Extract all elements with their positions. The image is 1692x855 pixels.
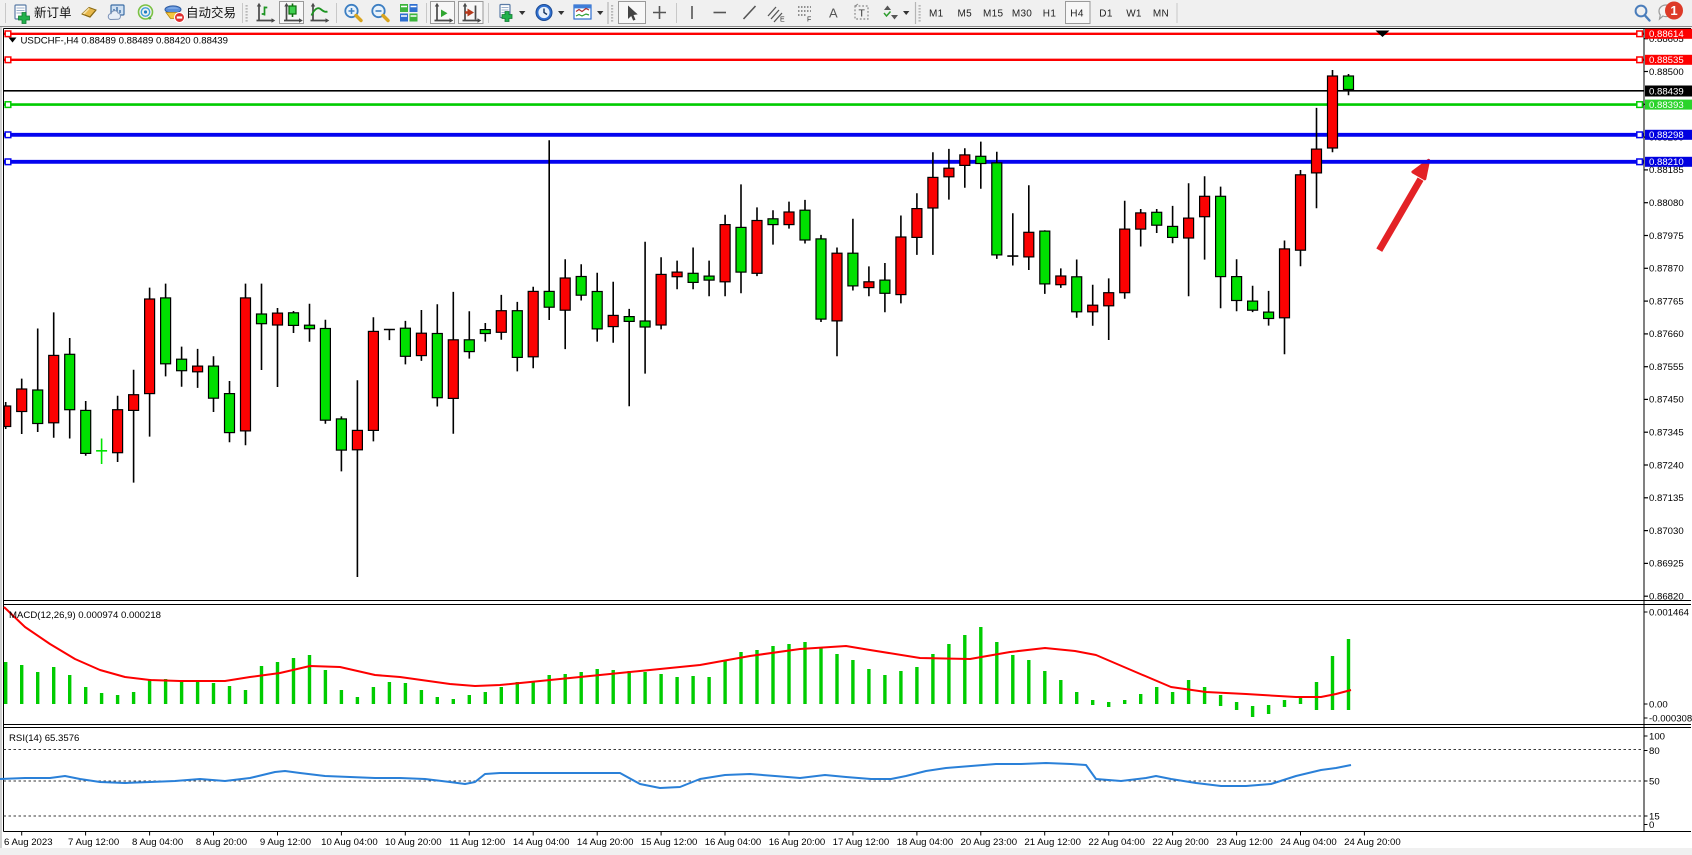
svg-text:MN: MN	[1153, 9, 1169, 20]
svg-text:18 Aug 04:00: 18 Aug 04:00	[897, 837, 954, 848]
svg-text:22 Aug 04:00: 22 Aug 04:00	[1088, 837, 1145, 848]
svg-text:23 Aug 12:00: 23 Aug 12:00	[1216, 837, 1273, 848]
svg-text:0.88535: 0.88535	[1649, 55, 1684, 66]
svg-text:0.88614: 0.88614	[1649, 29, 1684, 40]
svg-text:14 Aug 04:00: 14 Aug 04:00	[513, 837, 570, 848]
svg-text:7 Aug 12:00: 7 Aug 12:00	[68, 837, 119, 848]
svg-text:0.88080: 0.88080	[1649, 198, 1684, 209]
svg-text:15 Aug 12:00: 15 Aug 12:00	[641, 837, 698, 848]
svg-text:15: 15	[1649, 811, 1660, 822]
svg-text:D1: D1	[1099, 9, 1113, 20]
svg-text:0.88393: 0.88393	[1649, 100, 1684, 111]
svg-text:0.88185: 0.88185	[1649, 165, 1684, 176]
svg-text:0.86820: 0.86820	[1649, 592, 1684, 603]
svg-text:A: A	[829, 6, 838, 21]
svg-text:9 Aug 12:00: 9 Aug 12:00	[260, 837, 311, 848]
svg-text:MACD(12,26,9) 0.000974 0.00021: MACD(12,26,9) 0.000974 0.000218	[9, 610, 161, 621]
svg-text:10 Aug 04:00: 10 Aug 04:00	[321, 837, 378, 848]
svg-text:M1: M1	[929, 9, 944, 20]
svg-text:0.88500: 0.88500	[1649, 67, 1684, 78]
svg-text:20 Aug 23:00: 20 Aug 23:00	[961, 837, 1018, 848]
svg-text:21 Aug 12:00: 21 Aug 12:00	[1024, 837, 1081, 848]
svg-text:H4: H4	[1070, 9, 1084, 20]
svg-text:0.88298: 0.88298	[1649, 130, 1684, 141]
svg-text:0.87135: 0.87135	[1649, 493, 1684, 504]
svg-text:0.87975: 0.87975	[1649, 231, 1684, 242]
svg-text:0.87660: 0.87660	[1649, 329, 1684, 340]
svg-text:24 Aug 20:00: 24 Aug 20:00	[1344, 837, 1401, 848]
svg-text:RSI(14) 65.3576: RSI(14) 65.3576	[9, 733, 79, 744]
svg-text:0.001464: 0.001464	[1649, 607, 1690, 618]
svg-text:0: 0	[1649, 820, 1654, 831]
svg-text:T: T	[859, 8, 866, 20]
svg-text:W1: W1	[1126, 9, 1142, 20]
svg-text:1: 1	[1670, 3, 1677, 18]
svg-text:0.87555: 0.87555	[1649, 362, 1684, 373]
svg-text:17 Aug 12:00: 17 Aug 12:00	[833, 837, 890, 848]
svg-text:6 Aug 2023: 6 Aug 2023	[4, 837, 53, 848]
svg-text:10 Aug 20:00: 10 Aug 20:00	[385, 837, 442, 848]
svg-text:M30: M30	[1012, 9, 1032, 20]
svg-text:E: E	[780, 17, 785, 24]
svg-text:100: 100	[1649, 731, 1665, 742]
svg-text:0.86925: 0.86925	[1649, 559, 1684, 570]
svg-text:16 Aug 20:00: 16 Aug 20:00	[769, 837, 826, 848]
svg-text:24 Aug 04:00: 24 Aug 04:00	[1280, 837, 1337, 848]
svg-text:0.00: 0.00	[1649, 699, 1668, 710]
svg-text:0.87240: 0.87240	[1649, 460, 1684, 471]
svg-text:0.88605: 0.88605	[1649, 34, 1684, 45]
svg-text:-0.000308: -0.000308	[1649, 713, 1692, 724]
svg-text:USDCHF-,H4 0.88489 0.88489 0.: USDCHF-,H4 0.88489 0.88489 0.88420 0.884…	[21, 36, 228, 47]
svg-text:11 Aug 12:00: 11 Aug 12:00	[449, 837, 505, 848]
svg-text:新订单: 新订单	[34, 5, 72, 20]
svg-text:H1: H1	[1043, 9, 1057, 20]
svg-text:16 Aug 04:00: 16 Aug 04:00	[705, 837, 762, 848]
svg-text:0.87345: 0.87345	[1649, 428, 1684, 439]
svg-text:M15: M15	[983, 9, 1003, 20]
svg-text:22 Aug 20:00: 22 Aug 20:00	[1152, 837, 1209, 848]
svg-text:自动交易: 自动交易	[186, 5, 236, 20]
svg-text:0.87450: 0.87450	[1649, 395, 1684, 406]
svg-text:0.88210: 0.88210	[1649, 157, 1684, 168]
svg-text:0.87030: 0.87030	[1649, 526, 1684, 537]
svg-text:0.87765: 0.87765	[1649, 296, 1684, 307]
svg-text:M5: M5	[958, 9, 973, 20]
svg-text:80: 80	[1649, 746, 1660, 757]
svg-text:0.87870: 0.87870	[1649, 264, 1684, 275]
svg-text:50: 50	[1649, 776, 1660, 787]
svg-text:0.88439: 0.88439	[1649, 86, 1684, 97]
svg-text:14 Aug 20:00: 14 Aug 20:00	[577, 837, 634, 848]
svg-text:F: F	[807, 17, 811, 24]
svg-text:8 Aug 20:00: 8 Aug 20:00	[196, 837, 247, 848]
svg-text:8 Aug 04:00: 8 Aug 04:00	[132, 837, 183, 848]
